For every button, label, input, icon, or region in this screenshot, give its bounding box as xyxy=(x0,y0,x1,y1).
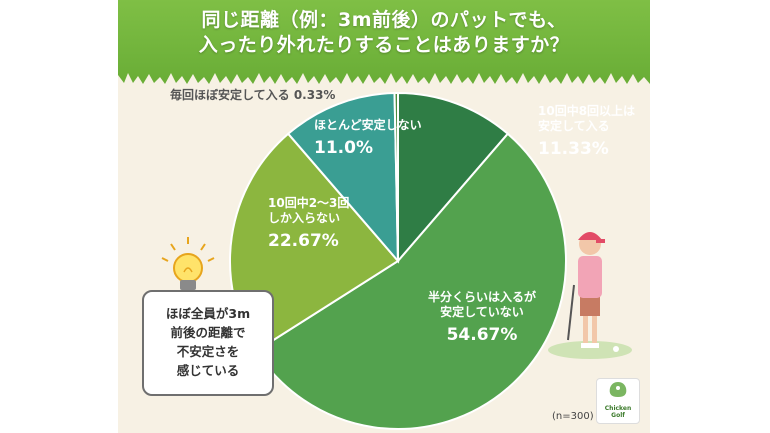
slice-label-0-line-1: 安定して入る xyxy=(538,119,610,133)
pie-slice-3 xyxy=(286,92,400,264)
slice-value-0: 11.33% xyxy=(538,139,609,159)
lightbulb-icon xyxy=(161,237,215,290)
slice-label-0: 10回中8回以上は 安定して入る 11.33% xyxy=(538,104,635,160)
slice-label-1-line-1: 安定していない xyxy=(440,305,524,319)
slice-value-1: 54.67% xyxy=(446,325,518,345)
grass-header xyxy=(118,0,650,85)
callout-line-4: 感じている xyxy=(176,363,240,378)
callout-line-1: ほぼ全員が3m xyxy=(165,306,251,321)
callout-line-2: 前後の距離で xyxy=(170,325,246,340)
logo-text-1: Chicken xyxy=(604,405,632,412)
pie-slice-4 xyxy=(393,91,399,262)
brand-logo: Chicken Golf xyxy=(596,378,640,424)
title-line-1: 同じ距離（例：3m前後）のパットでも、 xyxy=(201,9,567,31)
slice-label-2-line-1: しか入らない xyxy=(268,211,341,225)
slice-label-3: ほとんど安定しない 11.0% xyxy=(314,118,422,159)
title-line-2: 入ったり外れたりすることはありますか？ xyxy=(198,34,570,56)
slice-label-2-line-0: 10回中2〜3回 xyxy=(268,196,350,210)
pie-slice-1 xyxy=(254,132,567,430)
golfer-illustration xyxy=(548,232,632,359)
pie-slice-0 xyxy=(397,91,510,264)
grass-edge xyxy=(118,73,650,85)
logo-text-2: Golf xyxy=(611,412,625,419)
slice-label-1-line-0: 半分くらいは入るが xyxy=(428,290,537,304)
chart-panel: 同じ距離（例：3m前後）のパットでも、 入ったり外れたりすることはありますか？ xyxy=(118,0,650,433)
slice-value-2: 22.67% xyxy=(268,231,339,251)
slice-label-2: 10回中2〜3回 しか入らない 22.67% xyxy=(268,196,349,252)
slice-value-3: 11.0% xyxy=(314,138,373,158)
chart-title: 同じ距離（例：3m前後）のパットでも、 入ったり外れたりすることはありますか？ xyxy=(118,8,650,58)
sample-size: (n=300) xyxy=(552,411,594,422)
slice-label-1: 半分くらいは入るが 安定していない 54.67% xyxy=(428,290,536,346)
chicken-icon xyxy=(609,382,627,397)
slice-label-0-line-0: 10回中8回以上は xyxy=(538,104,636,118)
callout-line-3: 不安定さを xyxy=(176,344,240,359)
slice-label-3-line-0: ほとんど安定しない xyxy=(314,118,422,132)
callout-bubble: ほぼ全員が3m 前後の距離で 不安定さを 感じている xyxy=(142,290,274,396)
outlier-label: 毎回ほぼ安定して入る 0.33% xyxy=(170,88,336,102)
